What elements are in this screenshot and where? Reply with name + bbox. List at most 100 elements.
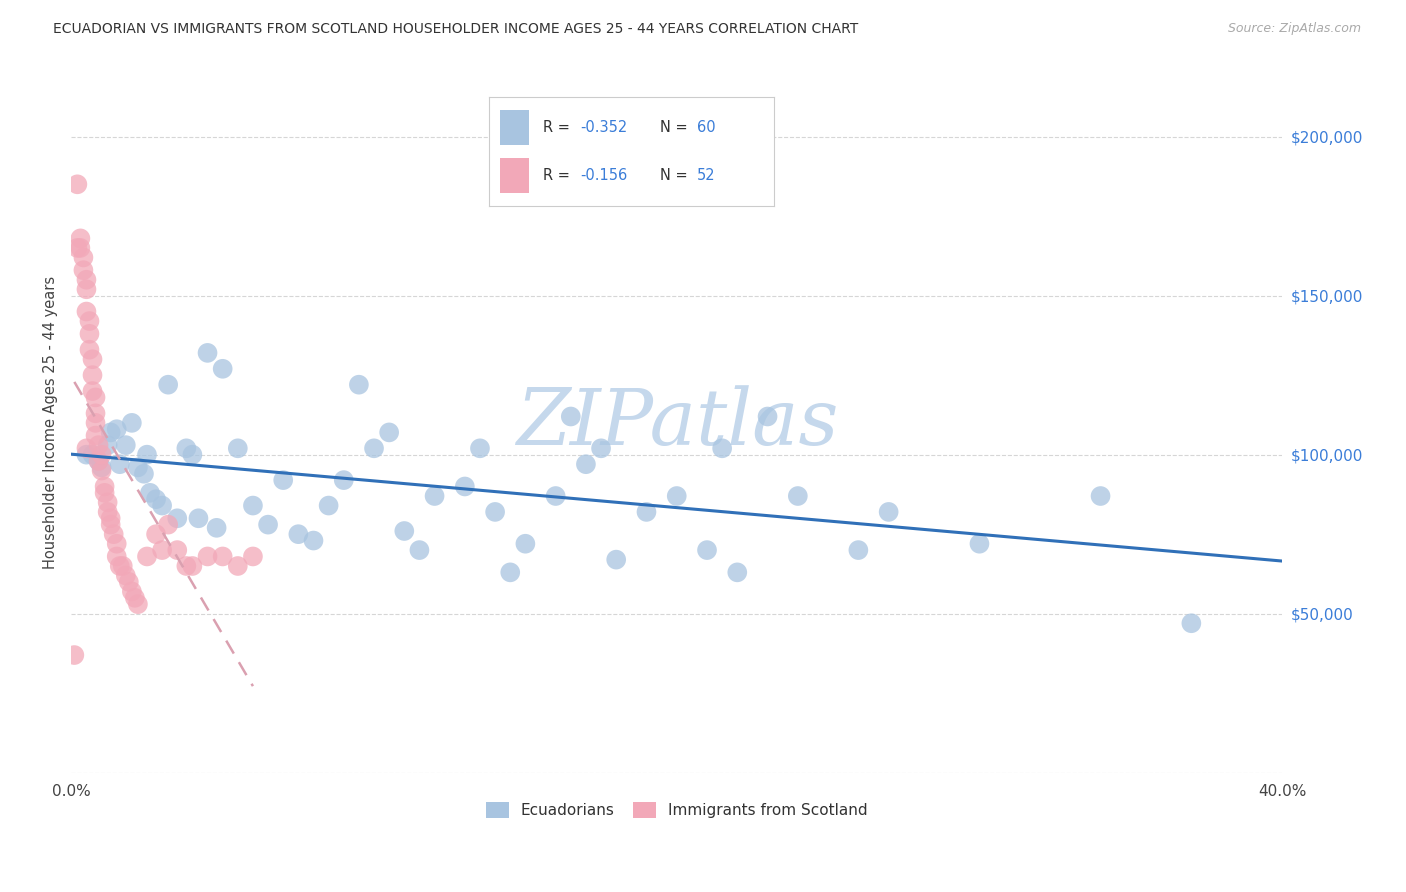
Point	[79, 343, 101, 357]
Point	[211, 549, 233, 564]
Point	[560, 409, 582, 424]
Point	[636, 505, 658, 519]
Point	[877, 505, 900, 519]
Point	[423, 489, 446, 503]
Point	[79, 314, 101, 328]
Point	[1090, 489, 1112, 503]
Point	[105, 549, 128, 564]
Point	[197, 549, 219, 564]
Point	[87, 454, 110, 468]
Point	[181, 559, 204, 574]
Point	[166, 511, 188, 525]
Point	[499, 566, 522, 580]
Point	[75, 304, 97, 318]
Point	[211, 361, 233, 376]
Point	[575, 457, 598, 471]
Point	[145, 492, 167, 507]
Point	[87, 454, 110, 468]
Point	[176, 559, 198, 574]
Point	[118, 574, 141, 589]
Point	[108, 559, 131, 574]
Point	[136, 448, 159, 462]
Point	[394, 524, 416, 538]
Point	[82, 448, 104, 462]
Point	[139, 486, 162, 500]
Point	[181, 448, 204, 462]
Point	[665, 489, 688, 503]
Point	[318, 499, 340, 513]
Point	[969, 537, 991, 551]
Point	[82, 368, 104, 383]
Point	[105, 422, 128, 436]
Point	[363, 442, 385, 456]
Point	[84, 406, 107, 420]
Point	[408, 543, 430, 558]
Point	[589, 442, 612, 456]
Point	[786, 489, 808, 503]
Point	[287, 527, 309, 541]
Point	[66, 178, 89, 192]
Point	[347, 377, 370, 392]
Point	[66, 241, 89, 255]
Point	[100, 517, 122, 532]
Point	[257, 517, 280, 532]
Point	[205, 521, 228, 535]
Point	[302, 533, 325, 548]
Point	[696, 543, 718, 558]
Point	[127, 597, 149, 611]
Text: ZIPatlas: ZIPatlas	[516, 384, 838, 461]
Point	[100, 425, 122, 440]
Point	[84, 428, 107, 442]
Point	[242, 499, 264, 513]
Point	[93, 486, 115, 500]
Text: ECUADORIAN VS IMMIGRANTS FROM SCOTLAND HOUSEHOLDER INCOME AGES 25 - 44 YEARS COR: ECUADORIAN VS IMMIGRANTS FROM SCOTLAND H…	[53, 22, 859, 37]
Point	[332, 473, 354, 487]
Point	[84, 391, 107, 405]
Point	[127, 460, 149, 475]
Point	[114, 438, 136, 452]
Point	[187, 511, 209, 525]
Point	[79, 326, 101, 341]
Point	[544, 489, 567, 503]
Point	[75, 448, 97, 462]
Point	[72, 251, 94, 265]
Point	[111, 559, 134, 574]
Point	[97, 505, 120, 519]
Point	[484, 505, 506, 519]
Point	[63, 648, 86, 662]
Point	[468, 442, 491, 456]
Point	[378, 425, 401, 440]
Legend: Ecuadorians, Immigrants from Scotland: Ecuadorians, Immigrants from Scotland	[479, 797, 875, 824]
Y-axis label: Householder Income Ages 25 - 44 years: Householder Income Ages 25 - 44 years	[44, 277, 58, 569]
Point	[132, 467, 155, 481]
Text: Source: ZipAtlas.com: Source: ZipAtlas.com	[1227, 22, 1361, 36]
Point	[75, 282, 97, 296]
Point	[226, 442, 249, 456]
Point	[105, 537, 128, 551]
Point	[124, 591, 146, 605]
Point	[150, 543, 173, 558]
Point	[1180, 616, 1202, 631]
Point	[725, 566, 748, 580]
Point	[226, 559, 249, 574]
Point	[711, 442, 734, 456]
Point	[114, 568, 136, 582]
Point	[121, 416, 143, 430]
Point	[145, 527, 167, 541]
Point	[157, 517, 180, 532]
Point	[108, 457, 131, 471]
Point	[271, 473, 294, 487]
Point	[82, 352, 104, 367]
Point	[97, 495, 120, 509]
Point	[75, 442, 97, 456]
Point	[82, 384, 104, 398]
Point	[90, 460, 112, 475]
Point	[69, 231, 91, 245]
Point	[197, 346, 219, 360]
Point	[72, 263, 94, 277]
Point	[75, 273, 97, 287]
Point	[166, 543, 188, 558]
Point	[69, 241, 91, 255]
Point	[242, 549, 264, 564]
Point	[93, 479, 115, 493]
